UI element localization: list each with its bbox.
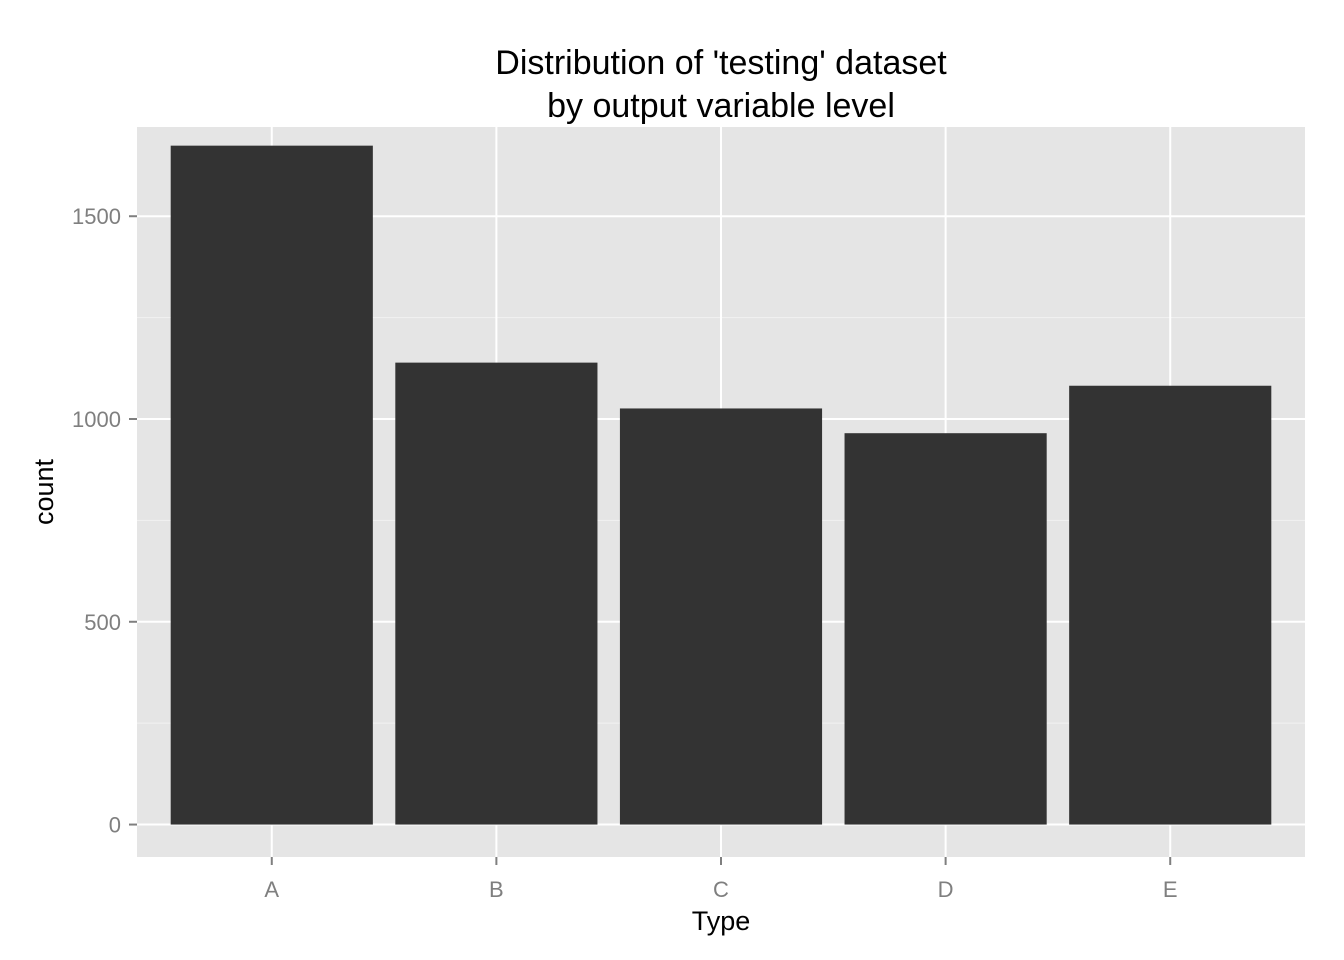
x-tick-label: D bbox=[938, 877, 954, 902]
bar-b bbox=[395, 362, 598, 825]
x-tick-label: C bbox=[713, 877, 729, 902]
x-tick-label: A bbox=[264, 877, 279, 902]
bar-a bbox=[170, 145, 373, 825]
x-axis: A B C D E bbox=[264, 857, 1178, 902]
bar-e bbox=[1069, 385, 1272, 825]
y-axis: 0 500 1000 1500 bbox=[72, 204, 137, 838]
y-tick-label: 1000 bbox=[72, 407, 121, 432]
bar-d bbox=[844, 433, 1047, 825]
y-tick-label: 1500 bbox=[72, 204, 121, 229]
x-tick-label: E bbox=[1163, 877, 1178, 902]
y-axis-label: count bbox=[29, 458, 59, 525]
chart-title-line-1: Distribution of 'testing' dataset bbox=[495, 44, 947, 82]
chart-title-line-2: by output variable level bbox=[547, 87, 895, 125]
x-axis-label: Type bbox=[692, 906, 751, 936]
bars-group bbox=[170, 145, 1272, 825]
y-tick-label: 500 bbox=[84, 610, 121, 635]
bar-c bbox=[619, 408, 823, 825]
y-tick-label: 0 bbox=[109, 813, 121, 838]
x-tick-label: B bbox=[489, 877, 504, 902]
